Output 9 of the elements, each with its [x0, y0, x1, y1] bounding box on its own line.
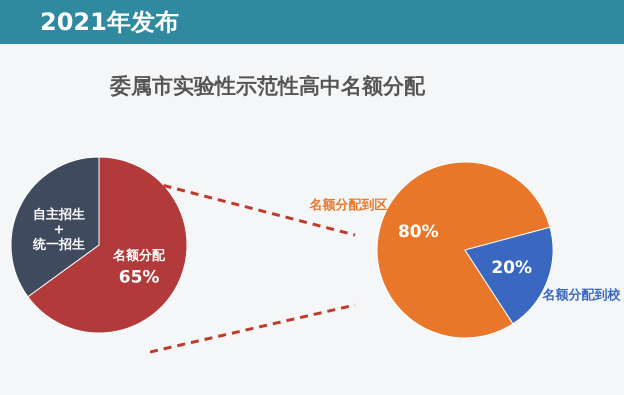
text: 委属市实验性示范性高中名额分配 [110, 73, 426, 100]
slice-label: 名额分配到区 [308, 197, 388, 214]
data-label: 20% [491, 258, 532, 278]
data-label: 80% [398, 222, 439, 242]
data-label: 65% [118, 267, 160, 288]
slice-label: 名额分配 [112, 247, 166, 264]
slice-label: 名额分配到校 [542, 286, 622, 303]
chart-title: 2021年发布 [0, 0, 624, 44]
slice-label: 自主招生+统一招生 [32, 206, 85, 253]
